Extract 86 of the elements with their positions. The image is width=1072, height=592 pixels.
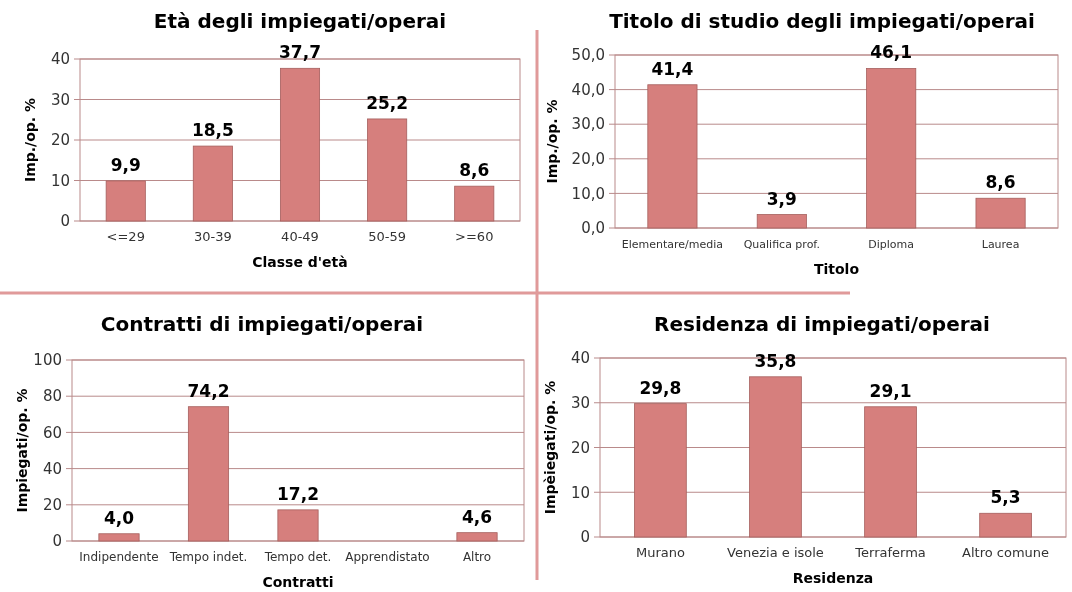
y-tick-label: 40,0 — [571, 80, 605, 99]
data-label: 74,2 — [187, 380, 230, 401]
bar — [105, 180, 146, 222]
y-tick-label: 0 — [52, 532, 62, 551]
data-label: 17,2 — [277, 483, 319, 504]
x-tick-label: Altro comune — [962, 545, 1050, 560]
y-tick-label: 10 — [50, 171, 70, 190]
data-label: 3,9 — [766, 188, 797, 209]
chart-title: Residenza di impiegati/operai — [654, 312, 990, 336]
bar — [866, 68, 917, 229]
bar — [192, 145, 233, 222]
data-label: 4,0 — [103, 507, 135, 528]
bar — [647, 84, 698, 229]
x-axis-title: Classe d'età — [252, 254, 348, 270]
data-label: 29,1 — [869, 380, 912, 401]
bar — [367, 118, 408, 222]
y-tick-label: 50,0 — [571, 46, 605, 65]
x-axis-title: Contratti — [262, 574, 334, 590]
y-tick-label: 40 — [50, 50, 70, 69]
bar — [979, 512, 1032, 538]
y-tick-label: 30 — [570, 394, 590, 412]
y-tick-label: 60 — [42, 423, 62, 442]
chart-title: Età degli impiegati/operai — [153, 9, 447, 33]
x-tick-label: 50-59 — [368, 229, 407, 244]
bar — [634, 403, 687, 538]
bar — [187, 406, 230, 542]
y-tick-label: 20,0 — [571, 150, 605, 169]
y-tick-label: 30 — [50, 90, 70, 109]
data-label: 8,6 — [985, 172, 1016, 193]
chart-title: Contratti di impiegati/operai — [100, 312, 424, 336]
data-label: 37,7 — [279, 42, 321, 63]
x-tick-label: Venezia e isole — [727, 545, 824, 560]
y-axis-title: Imp./op. % — [544, 99, 560, 184]
y-tick-label: 40 — [570, 349, 590, 368]
data-label: 29,8 — [639, 377, 682, 398]
y-tick-label: 10,0 — [571, 184, 605, 203]
x-tick-label: Elementare/media — [621, 238, 724, 251]
y-tick-label: 80 — [42, 387, 62, 406]
data-label: 18,5 — [191, 120, 234, 141]
y-tick-label: 0 — [60, 212, 70, 231]
x-tick-label: 40-49 — [281, 229, 319, 244]
x-tick-label: 30-39 — [193, 229, 232, 244]
x-tick-label: Qualifica prof. — [743, 238, 820, 251]
y-tick-label: 30,0 — [571, 115, 605, 134]
data-label: 9,9 — [110, 154, 141, 175]
x-tick-label: Indipendente — [79, 550, 159, 564]
data-label: 5,3 — [990, 487, 1021, 508]
bar — [277, 509, 319, 542]
y-tick-label: 20 — [570, 438, 590, 457]
x-tick-label: Apprendistato — [345, 550, 430, 564]
x-tick-label: Murano — [635, 545, 685, 560]
chart-title: Titolo di studio degli impiegati/operai — [609, 9, 1035, 33]
data-label: 35,8 — [754, 350, 797, 371]
data-label: 8,6 — [459, 160, 490, 181]
y-tick-label: 0,0 — [581, 219, 605, 238]
bar — [749, 376, 802, 538]
y-tick-label: 20 — [42, 496, 62, 515]
bar — [98, 533, 140, 542]
y-axis-title: Impèiegati/op. % — [542, 380, 558, 515]
y-tick-label: 100 — [33, 351, 62, 370]
bar — [456, 532, 498, 542]
y-tick-label: 10 — [570, 483, 590, 502]
x-axis-title: Residenza — [792, 570, 874, 586]
y-axis-title: Imp./op. % — [22, 97, 38, 183]
x-tick-label: Tempo indet. — [168, 550, 248, 564]
bar — [454, 185, 495, 222]
x-tick-label: <=29 — [106, 229, 145, 244]
x-tick-label: >=60 — [455, 229, 494, 244]
x-tick-label: Laurea — [981, 238, 1020, 251]
y-axis-title: Impiegati/op. % — [14, 388, 30, 513]
data-label: 25,2 — [366, 92, 409, 113]
x-tick-label: Terraferma — [854, 545, 926, 560]
bar — [756, 214, 807, 229]
data-label: 4,6 — [461, 506, 493, 527]
x-tick-label: Tempo det. — [263, 550, 332, 564]
x-tick-label: Diploma — [868, 238, 915, 251]
y-tick-label: 0 — [580, 528, 590, 547]
x-tick-label: Altro — [462, 550, 492, 564]
y-tick-label: 20 — [50, 131, 70, 150]
x-axis-title: Titolo — [813, 261, 860, 277]
bar — [280, 67, 320, 222]
bar — [975, 197, 1026, 229]
bar — [864, 406, 917, 538]
y-tick-label: 40 — [42, 459, 62, 478]
data-label: 46,1 — [870, 42, 913, 63]
data-label: 41,4 — [651, 58, 694, 79]
